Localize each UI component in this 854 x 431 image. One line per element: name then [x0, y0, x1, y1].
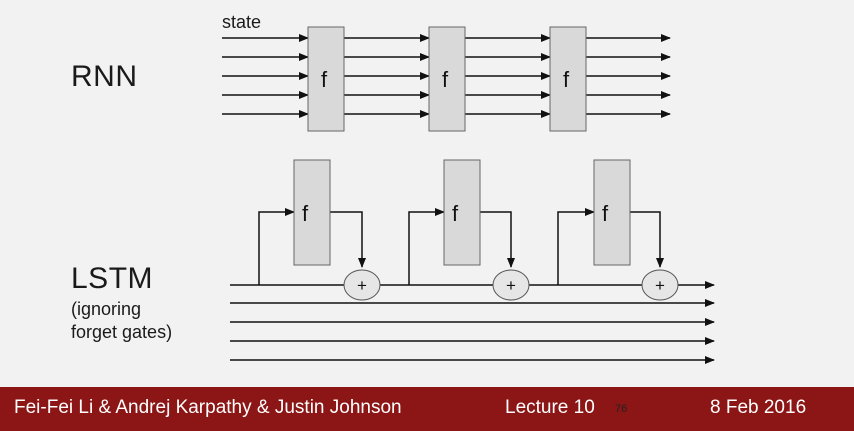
lstm-note-line-2: forget gates) — [71, 322, 173, 342]
rnn-label: RNN — [71, 60, 138, 93]
lstm-branches — [258, 208, 664, 285]
rnn-block-2: f — [428, 26, 466, 132]
plus-node-2-label: + — [506, 276, 516, 295]
lstm-lower-lines — [230, 299, 715, 364]
lstm-block-1: f — [293, 159, 331, 266]
footer-page-number: 76 — [615, 403, 628, 415]
lstm-block-3-label: f — [602, 201, 609, 226]
diagram-canvas: f f f — [222, 26, 715, 364]
footer-authors: Fei-Fei Li & Andrej Karpathy & Justin Jo… — [14, 397, 402, 418]
lstm-block-3: f — [593, 159, 631, 266]
rnn-block-1: f — [307, 26, 345, 132]
plus-node-3-label: + — [655, 276, 665, 295]
lstm-block-2: f — [443, 159, 481, 266]
lstm-note-line-1: (ignoring — [71, 299, 142, 319]
plus-node-1-label: + — [357, 276, 367, 295]
footer-lecture: Lecture 10 — [505, 397, 595, 418]
plus-node-1: + — [343, 269, 381, 301]
lstm-block-1-label: f — [302, 201, 309, 226]
lstm-block-2-label: f — [452, 201, 459, 226]
rnn-block-3-label: f — [563, 67, 570, 92]
rnn-block-2-label: f — [442, 67, 449, 92]
plus-node-2: + — [492, 269, 530, 301]
rnn-block-3: f — [549, 26, 587, 132]
plus-node-3: + — [641, 269, 679, 301]
slide-body: RNN state LSTM (ignoring forget gates) — [71, 12, 715, 364]
footer-date: 8 Feb 2016 — [710, 397, 807, 418]
footer-bar: Fei-Fei Li & Andrej Karpathy & Justin Jo… — [0, 387, 854, 431]
lstm-label: LSTM — [71, 262, 154, 295]
rnn-state-lines — [222, 34, 671, 118]
rnn-block-1-label: f — [321, 67, 328, 92]
state-label: state — [222, 12, 262, 32]
